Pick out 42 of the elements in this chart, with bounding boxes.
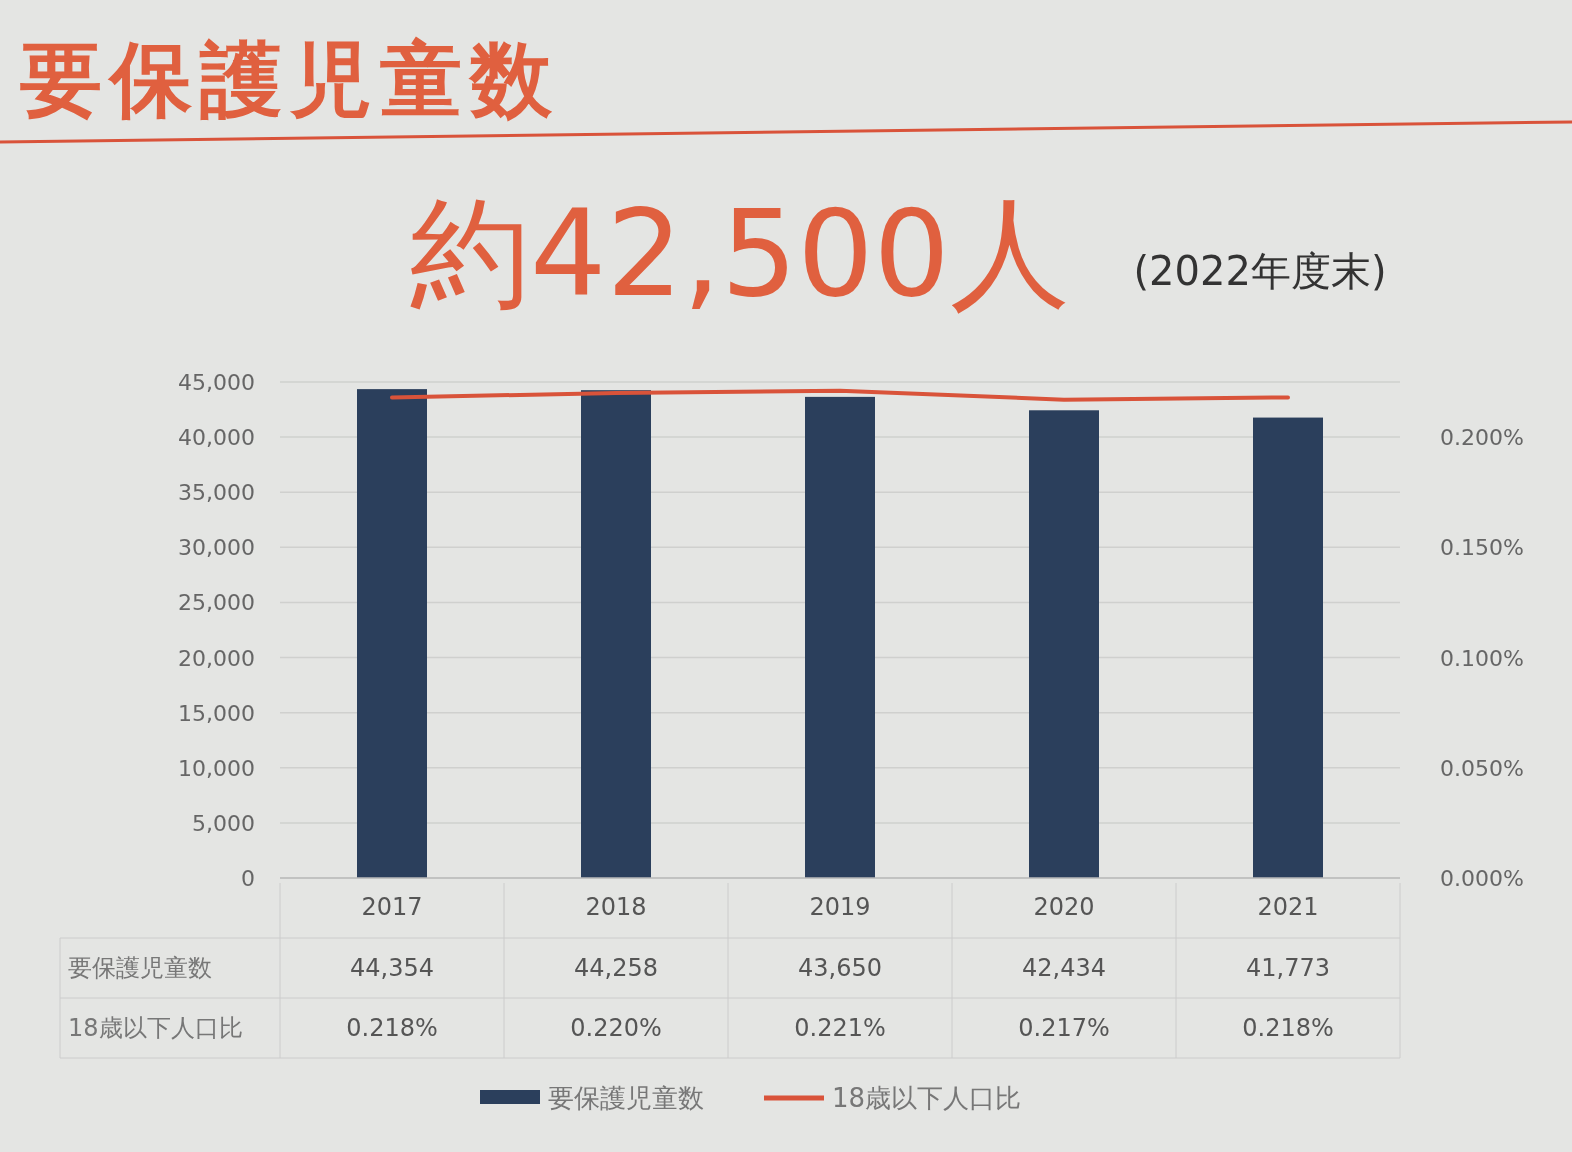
data-label: 0.217%	[1018, 1014, 1110, 1042]
y-tick-label: 10,000	[178, 755, 255, 781]
y-tick-label: 30,000	[178, 535, 255, 561]
data-label: 0.221%	[794, 1014, 886, 1042]
y-tick-label: 40,000	[178, 425, 255, 451]
text: 18歳以下人口比	[68, 1014, 243, 1042]
data-label: 43,650	[798, 954, 882, 982]
bar	[1253, 417, 1323, 878]
bar	[805, 396, 875, 878]
y2-tick-label: 0.100%	[1440, 645, 1524, 671]
bar	[581, 390, 651, 878]
y-tick-label: 20,000	[178, 645, 255, 671]
y2-tick-label: 0.000%	[1440, 866, 1524, 891]
y-tick-label: 15,000	[178, 700, 255, 726]
y-tick-label: 45,000	[178, 370, 255, 395]
y-tick-label: 25,000	[178, 590, 255, 616]
data-label: 42,434	[1022, 954, 1106, 982]
x-tick-label: 2021	[1257, 893, 1319, 921]
x-tick-label: 2018	[585, 893, 647, 921]
data-label: 0.218%	[346, 1014, 438, 1042]
y2-tick-label: 0.200%	[1440, 425, 1524, 451]
text: (2022年度末)	[1133, 248, 1387, 294]
data-label: 0.220%	[570, 1014, 662, 1042]
chart-title: 要保護児童数	[20, 32, 560, 127]
y-tick-label: 0	[241, 866, 255, 891]
y-tick-label: 5,000	[192, 810, 255, 836]
legend-label: 要保護児童数	[548, 1083, 704, 1113]
chart-subtitle: 約42,500人	[410, 184, 1070, 323]
y2-tick-label: 0.150%	[1440, 535, 1524, 561]
y-tick-label: 35,000	[178, 480, 255, 506]
bar	[1029, 410, 1099, 878]
x-tick-label: 2020	[1033, 893, 1095, 921]
data-label: 41,773	[1246, 954, 1330, 982]
data-label: 44,354	[350, 954, 434, 982]
data-label: 0.218%	[1242, 1014, 1334, 1042]
y2-tick-label: 0.050%	[1440, 755, 1524, 781]
data-label: 44,258	[574, 954, 658, 982]
text: 要保護児童数	[68, 954, 212, 982]
x-tick-label: 2017	[361, 893, 423, 921]
legend-label: 18歳以下人口比	[832, 1083, 1022, 1113]
x-tick-label: 2019	[809, 893, 871, 921]
bar	[357, 389, 427, 878]
